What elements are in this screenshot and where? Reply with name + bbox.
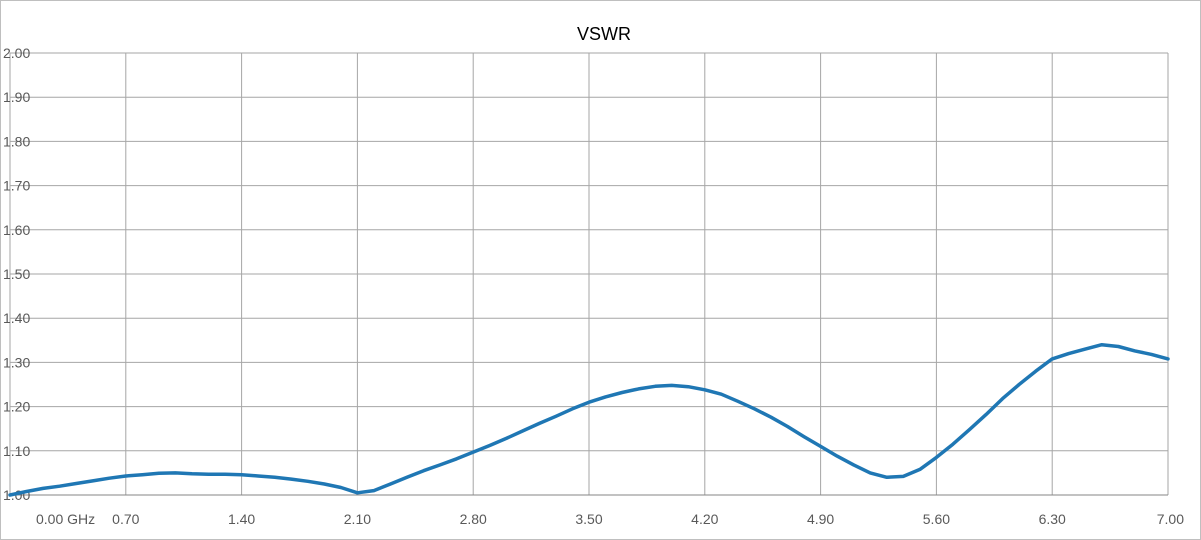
grid	[9, 52, 1169, 496]
x-tick-label: 2.10	[344, 511, 371, 527]
x-tick-label: 1.40	[228, 511, 255, 527]
x-tick-label: 3.50	[575, 511, 602, 527]
x-axis-ticks: 0.00 GHz 0.70 1.40 2.10 2.80 3.50 4.20 4.90 5.60…	[36, 511, 1184, 527]
x-tick-label: 0.70	[112, 511, 139, 527]
y-tick-label: 1.20	[3, 399, 30, 415]
x-tick-label: 4.90	[807, 511, 834, 527]
x-tick-label: 5.60	[923, 511, 950, 527]
y-tick-label: 1.90	[3, 89, 30, 105]
y-tick-label: 1.80	[3, 133, 30, 149]
x-tick-label: 7.00	[1157, 511, 1184, 527]
x-tick-label: 0.00 GHz	[36, 511, 95, 527]
series-line	[8, 342, 1170, 497]
y-axis-ticks: 1.001.101.201.301.401.501.601.701.801.90…	[3, 45, 30, 503]
x-tick-label: 2.80	[460, 511, 487, 527]
y-tick-label: 1.30	[3, 354, 30, 370]
y-tick-label: 1.40	[3, 310, 30, 326]
chart-title: VSWR	[577, 24, 631, 44]
y-tick-label: 1.50	[3, 266, 30, 282]
x-tick-label: 6.30	[1039, 511, 1066, 527]
y-tick-label: 2.00	[3, 45, 30, 61]
y-tick-label: 1.60	[3, 222, 30, 238]
x-tick-label: 4.20	[691, 511, 718, 527]
y-tick-label: 1.10	[3, 443, 30, 459]
y-tick-label: 1.70	[3, 178, 30, 194]
series-group	[8, 342, 1170, 497]
